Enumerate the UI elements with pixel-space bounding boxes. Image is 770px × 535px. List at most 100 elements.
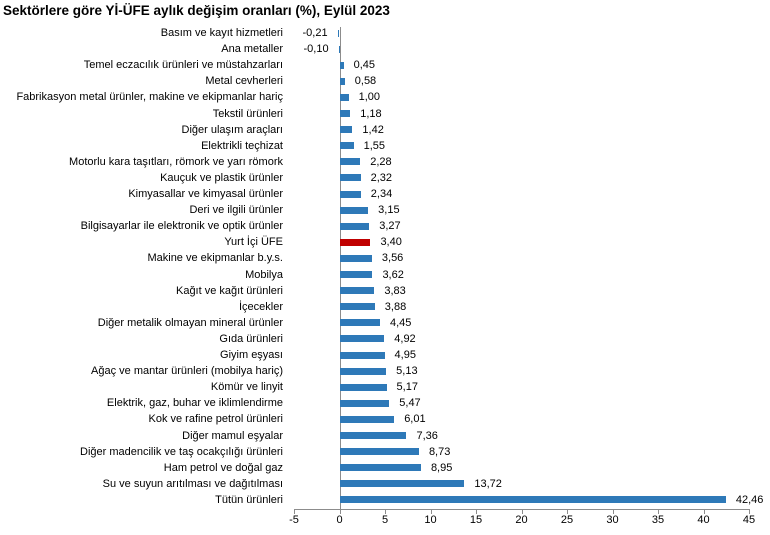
bar (339, 93, 349, 101)
x-axis-tick (476, 509, 477, 514)
x-axis-tick (612, 509, 614, 514)
x-axis-tick (749, 509, 750, 514)
bar (339, 351, 385, 359)
value-label: 13,72 (474, 477, 502, 490)
x-axis-tick (294, 509, 295, 514)
bar-row: Ham petrol ve doğal gaz 8,95 (0, 460, 770, 476)
category-label: Bilgisayarlar ile elektronik ve optik ür… (80, 220, 283, 233)
bar-row: Su ve suyun arıtılması ve dağıtılması 13,… (0, 476, 770, 492)
bar-row: Tütün ürünleri 42,46 (0, 492, 770, 508)
value-label: 4,95 (394, 349, 416, 361)
bar-row: Yurt İçi ÜFE 3,40 (0, 234, 770, 250)
bar (339, 142, 354, 150)
bar-row: Gıda ürünleri 4,92 (0, 331, 770, 347)
value-label: 5,47 (399, 397, 421, 410)
category-label: Diğer metalik olmayan mineral ürünler (97, 316, 283, 329)
bar-row: Kok ve rafine petrol ürünleri 6,01 (0, 411, 770, 427)
bar (339, 335, 385, 343)
bar (339, 319, 380, 327)
value-label: 3,83 (384, 284, 406, 297)
x-axis-tick (430, 509, 432, 514)
x-axis-tick-label: 15 (469, 514, 483, 526)
category-label: Fabrikasyon metal ürünler, makine ve eki… (16, 91, 283, 104)
bar (338, 45, 340, 53)
value-label: 4,92 (394, 332, 416, 345)
x-axis-tick-label: 10 (424, 514, 437, 526)
bar (339, 110, 351, 118)
bar-row: Kauçuk ve plastik ürünler 2,32 (0, 170, 770, 186)
category-label: Gıda ürünleri (219, 332, 283, 345)
bar (339, 158, 361, 166)
x-axis-tick-label: 40 (697, 514, 710, 526)
value-label: 8,95 (430, 461, 453, 474)
bar-row: Kağıt ve kağıt ürünleri 3,83 (0, 283, 770, 299)
value-label: 1,55 (363, 139, 386, 152)
category-label: Metal cevherleri (205, 75, 283, 88)
category-label: Diğer madencilik ve taş ocakçılığı ürünl… (80, 445, 283, 458)
x-axis-tick-label: 5 (381, 514, 389, 526)
category-label: Kağıt ve kağıt ürünleri (175, 284, 283, 297)
value-label: 0,58 (354, 75, 377, 88)
bar (339, 222, 370, 230)
value-label: 2,28 (370, 155, 392, 168)
value-label: 1,00 (358, 91, 381, 104)
bar (339, 254, 372, 262)
bar-row: Ana metaller -0,10 (0, 41, 770, 57)
x-axis-tick (385, 509, 386, 514)
category-label: Kok ve rafine petrol ürünleri (148, 413, 283, 426)
bar (339, 432, 407, 440)
value-label: 2,34 (370, 188, 393, 200)
bar-row: İçecekler 3,88 (0, 299, 770, 315)
value-label: 8,73 (428, 445, 451, 458)
bar (339, 174, 361, 182)
bar-row: Diğer ulaşım araçları 1,42 (0, 122, 770, 138)
highlight-bar (339, 238, 371, 246)
category-label: Kimyasallar ve kimyasal ürünler (128, 188, 283, 200)
bar (339, 77, 345, 85)
x-axis-tick (703, 509, 705, 514)
bar (337, 29, 340, 37)
category-label: Ham petrol ve doğal gaz (163, 461, 283, 474)
category-label: Tekstil ürünleri (212, 107, 283, 120)
value-label: 7,36 (416, 429, 438, 442)
category-label: Mobilya (245, 268, 283, 281)
chart-title: Sektörlere göre Yİ-ÜFE aylık değişim ora… (3, 3, 390, 18)
category-label: Elektrik, gaz, buhar ve iklimlendirme (106, 397, 283, 410)
value-label: 3,62 (382, 268, 404, 281)
bar-row: Elektrik, gaz, buhar ve iklimlendirme 5,4… (0, 395, 770, 411)
bar-row: Basım ve kayıt hizmetleri -0,21 (0, 25, 770, 41)
x-axis-tick (521, 509, 523, 514)
bar (339, 206, 369, 214)
x-axis-tick-label: -5 (289, 514, 299, 526)
value-label: 2,32 (370, 171, 393, 184)
x-axis-tick-label: 0 (336, 514, 343, 526)
value-label: -0,21 (302, 27, 328, 39)
category-label: Deri ve ilgili ürünler (189, 204, 283, 217)
bar (339, 496, 726, 504)
value-label: 4,45 (389, 316, 412, 329)
bar-row: Tekstil ürünleri 1,18 (0, 106, 770, 122)
x-axis-tick (567, 509, 568, 514)
value-label: 0,45 (353, 59, 376, 72)
x-axis-tick-label: 30 (606, 514, 619, 526)
bar-row: Metal cevherleri 0,58 (0, 73, 770, 89)
bar-row: Deri ve ilgili ürünler 3,15 (0, 202, 770, 218)
category-label: Diğer ulaşım araçları (181, 123, 283, 136)
value-label: 5,17 (396, 381, 418, 394)
bar (339, 399, 390, 407)
value-label: 42,46 (735, 493, 764, 506)
bar (339, 303, 375, 311)
x-axis-tick-label: 45 (742, 514, 756, 526)
value-label: 3,40 (380, 236, 402, 249)
bar (339, 126, 353, 134)
x-axis-tick-label: 20 (515, 514, 528, 526)
category-label: Tütün ürünleri (215, 493, 283, 506)
bar-row: Kimyasallar ve kimyasal ürünler 2,34 (0, 186, 770, 202)
zero-axis-line (339, 27, 341, 509)
value-label: 3,15 (378, 204, 400, 217)
bar-row: Elektrikli teçhizat 1,55 (0, 138, 770, 154)
value-label: 5,13 (396, 365, 418, 378)
bar-row: Temel eczacılık ürünleri ve müstahzarlar… (0, 57, 770, 73)
category-label: Motorlu kara taşıtları, römork ve yarı r… (69, 155, 283, 168)
